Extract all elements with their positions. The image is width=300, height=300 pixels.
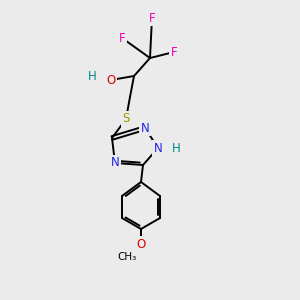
Text: N: N (141, 122, 149, 134)
Text: N: N (111, 157, 119, 169)
Text: O: O (106, 74, 116, 86)
Text: O: O (136, 238, 146, 250)
Text: S: S (122, 112, 130, 125)
Text: F: F (171, 46, 177, 59)
Text: F: F (149, 11, 155, 25)
Text: CH₃: CH₃ (117, 252, 136, 262)
Text: N: N (154, 142, 162, 154)
Text: H: H (172, 142, 180, 154)
Text: F: F (119, 32, 125, 44)
Text: H: H (88, 70, 96, 83)
